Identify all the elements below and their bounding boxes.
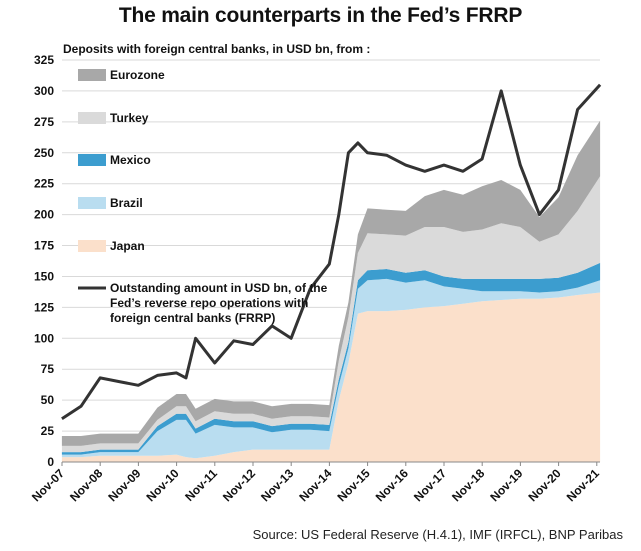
y-tick-label: 300 xyxy=(34,84,54,98)
x-tick-label: Nov-21 xyxy=(564,466,602,504)
area-brazil xyxy=(61,278,601,459)
legend-label-japan: Japan xyxy=(110,239,145,253)
legend-label-eurozone: Eurozone xyxy=(110,68,165,82)
x-tick-label: Nov-18 xyxy=(449,466,487,504)
area-turkey xyxy=(61,176,601,453)
legend-swatch-brazil xyxy=(78,197,106,209)
x-tick-label: Nov-07 xyxy=(29,466,67,504)
chart-title: The main counterparts in the Fed’s FRRP xyxy=(118,4,523,27)
legend-label-frrp: Outstanding amount in USD bn, of the xyxy=(110,281,328,295)
chart-source: Source: US Federal Reserve (H.4.1), IMF … xyxy=(252,527,623,542)
legend-swatch-japan xyxy=(78,240,106,252)
legend-label-frrp: foreign central banks (FRRP) xyxy=(110,311,275,325)
series-line-frrp xyxy=(61,83,602,420)
x-tick-label: Nov-17 xyxy=(411,466,449,504)
area-japan xyxy=(61,292,601,462)
y-tick-label: 25 xyxy=(41,424,55,438)
x-tick-label: Nov-10 xyxy=(144,466,182,504)
x-tick-label: Nov-08 xyxy=(67,466,105,504)
legend-label-turkey: Turkey xyxy=(110,111,149,125)
y-tick-label: 275 xyxy=(34,115,54,129)
x-tick-label: Nov-13 xyxy=(258,466,296,504)
legend: Eurozone Turkey Mexico Brazil Japan Outstandi… xyxy=(78,68,328,325)
x-tick-label: Nov-14 xyxy=(296,466,334,504)
y-tick-label: 150 xyxy=(34,269,54,283)
y-tick-label: 175 xyxy=(34,239,54,253)
x-tick-label: Nov-20 xyxy=(526,466,564,504)
line-layer xyxy=(61,83,602,420)
legend-swatch-eurozone xyxy=(78,69,106,81)
x-tick-label: Nov-11 xyxy=(182,466,220,504)
x-tick-label: Nov-12 xyxy=(220,466,258,504)
y-tick-label: 50 xyxy=(41,393,55,407)
y-tick-label: 225 xyxy=(34,177,54,191)
y-tick-label: 250 xyxy=(34,146,54,160)
x-tick-label: Nov-19 xyxy=(487,466,525,504)
x-tick-label: Nov-09 xyxy=(105,466,143,504)
x-tick-label: Nov-15 xyxy=(335,466,373,504)
legend-swatch-mexico xyxy=(78,154,106,166)
y-tick-label: 325 xyxy=(34,53,54,67)
x-tick-label: Nov-16 xyxy=(373,466,411,504)
legend-label-frrp: Fed’s reverse repo operations with xyxy=(110,296,308,310)
y-tick-label: 75 xyxy=(41,362,55,376)
legend-swatch-turkey xyxy=(78,112,106,124)
y-tick-label: 100 xyxy=(34,331,54,345)
y-tick-label: 200 xyxy=(34,208,54,222)
area-mexico xyxy=(61,262,601,455)
legend-label-mexico: Mexico xyxy=(110,153,151,167)
area-eurozone xyxy=(61,120,601,446)
legend-label-brazil: Brazil xyxy=(110,196,143,210)
y-tick-label: 125 xyxy=(34,300,54,314)
chart-subtitle: Deposits with foreign central banks, in … xyxy=(63,42,371,56)
area-layer xyxy=(61,120,601,462)
y-tick-label: 0 xyxy=(47,455,54,469)
